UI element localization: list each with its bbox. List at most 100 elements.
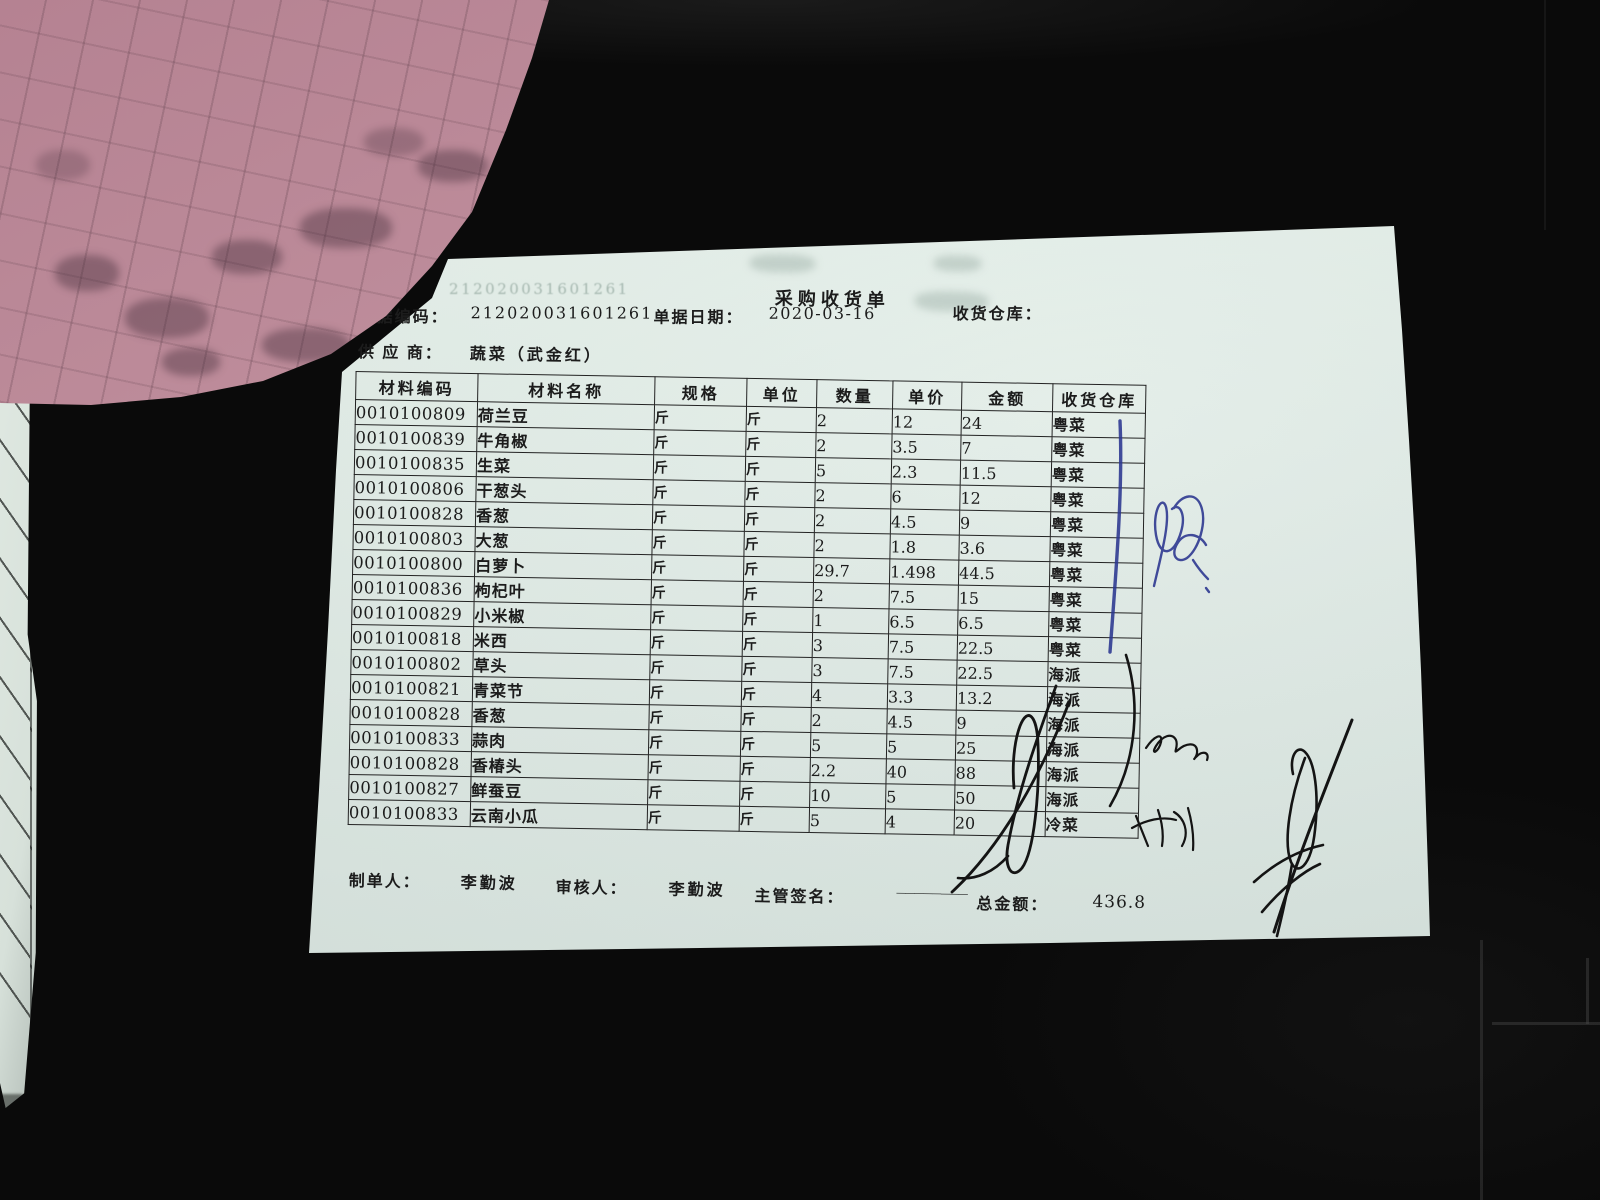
column-header-quantity: 数量: [816, 379, 893, 409]
cell-material-code: 0010100827: [348, 774, 472, 802]
cell-spec: 斤: [651, 579, 744, 607]
cell-material-name: 枸杞叶: [474, 576, 652, 605]
cell-amount: 12: [959, 485, 1052, 512]
cell-warehouse: 粤菜: [1051, 461, 1145, 489]
cell-spec: 斤: [647, 779, 740, 807]
cell-quantity: 2: [810, 707, 888, 734]
cell-spec: 斤: [651, 529, 745, 557]
cell-material-code: 0010100828: [349, 699, 473, 727]
cell-material-name: 小米椒: [473, 601, 652, 630]
cell-quantity: 2: [814, 482, 892, 509]
cell-amount: 7: [960, 435, 1053, 462]
cell-warehouse: 粤菜: [1048, 586, 1143, 614]
cell-warehouse: 粤菜: [1049, 536, 1144, 564]
cell-warehouse: 粤菜: [1052, 411, 1146, 439]
cell-quantity: 2: [813, 532, 891, 559]
cell-spec: 斤: [653, 429, 747, 457]
cell-unit-price: 2.3: [891, 458, 961, 486]
column-header-warehouse: 收货仓库: [1052, 383, 1146, 414]
ink-bleed-mark: [749, 253, 816, 274]
cell-amount: 25: [955, 735, 1047, 762]
auditor-label: 审核人：: [555, 879, 628, 898]
doc-code-value: 212020031601261: [470, 303, 654, 323]
cell-material-name: 青菜节: [472, 676, 650, 705]
cell-material-name: 荷兰豆: [477, 401, 655, 430]
footer-line: 制单人： 李勤波 审核人： 李勤波 主管签名： ________ 总金额： 43…: [349, 867, 1389, 914]
total-label: 总金额：: [976, 895, 1049, 915]
cell-unit-price: 5: [886, 733, 956, 761]
cell-quantity: 2: [813, 582, 890, 609]
cell-material-name: 米西: [473, 626, 651, 655]
cell-spec: 斤: [648, 729, 741, 757]
cell-material-code: 0010100800: [352, 549, 475, 577]
cell-unit-price: 3.5: [891, 433, 962, 461]
receipt-print-layer: 212020031601261 采购收货单 单据编码： 212020031601…: [285, 232, 1438, 994]
doc-date-label: 单据日期：: [653, 309, 744, 327]
cell-quantity: 2.2: [809, 757, 887, 784]
cell-quantity: 29.7: [813, 557, 890, 584]
cell-unit-price: 7.5: [888, 633, 958, 661]
cell-material-code: 0010100836: [352, 574, 475, 602]
cell-material-name: 蒜肉: [471, 726, 649, 755]
ghost-serial-print: 212020031601261: [449, 280, 630, 299]
pink-bleed-mark: [125, 298, 209, 338]
pink-bleed-mark: [516, 118, 549, 144]
cell-amount: 22.5: [956, 660, 1049, 687]
cell-quantity: 4: [811, 682, 888, 709]
cell-warehouse: 海派: [1046, 711, 1141, 739]
cell-material-code: 0010100839: [354, 424, 478, 452]
cell-spec: 斤: [647, 804, 740, 832]
cell-amount: 3.6: [958, 535, 1051, 562]
column-header-material-name: 材料名称: [477, 373, 656, 405]
cell-amount: 50: [954, 785, 1046, 812]
background-seam: [1586, 958, 1589, 1024]
cell-unit-price: 4.5: [886, 708, 957, 736]
cell-warehouse: 海派: [1047, 686, 1141, 714]
cell-unit-price: 12: [892, 408, 962, 436]
cell-material-code: 0010100821: [350, 674, 473, 702]
cell-warehouse: 海派: [1045, 761, 1140, 789]
cell-spec: 斤: [651, 554, 744, 582]
background-seam: [1480, 940, 1483, 1200]
cell-material-code: 0010100802: [350, 649, 474, 677]
pink-bleed-mark: [418, 150, 488, 182]
cell-material-code: 0010100829: [351, 599, 475, 627]
cell-unit: 斤: [742, 606, 814, 633]
cell-amount: 88: [954, 760, 1047, 787]
cell-unit: 斤: [739, 781, 810, 808]
cell-amount: 20: [954, 810, 1046, 837]
cell-spec: 斤: [652, 479, 746, 507]
cell-quantity: 2: [816, 407, 893, 434]
cell-spec: 斤: [648, 704, 742, 732]
column-header-spec: 规格: [654, 376, 748, 407]
cell-unit-price: 5: [885, 783, 955, 811]
left-paper-small-print: [0, 1094, 24, 1108]
cell-warehouse: 冷菜: [1045, 811, 1139, 839]
background-seam: [1544, 0, 1546, 230]
cell-amount: 13.2: [956, 685, 1048, 712]
left-paper-row-lines: [0, 386, 32, 1026]
column-header-material-code: 材料编码: [355, 371, 479, 402]
cell-material-name: 香椿头: [471, 751, 649, 780]
cell-quantity: 5: [809, 807, 886, 834]
pink-bleed-mark: [162, 348, 220, 376]
header-line-2: 供 应 商： 蔬菜（武金红）: [358, 338, 1378, 378]
cell-quantity: 5: [810, 732, 887, 759]
items-table: 材料编码 材料名称 规格 单位 数量 单价 金额 收货仓库 0010100809 荷兰豆斤斤 2 1…: [348, 371, 1147, 839]
cell-unit: 斤: [741, 681, 812, 708]
supplier-label: 供 应 商：: [357, 344, 443, 363]
auditor-value: 李勤波: [668, 881, 726, 900]
cell-spec: 斤: [650, 604, 744, 632]
cell-material-name: 草头: [472, 651, 651, 680]
cell-unit: 斤: [740, 731, 811, 758]
cell-spec: 斤: [653, 454, 746, 482]
cell-unit: 斤: [744, 506, 815, 533]
cell-spec: 斤: [650, 629, 743, 657]
pink-bleed-mark: [300, 208, 392, 248]
doc-warehouse-label: 收货仓库：: [952, 306, 1043, 324]
cell-quantity: 3: [811, 657, 889, 684]
cell-material-code: 0010100806: [353, 474, 477, 502]
cell-material-name: 香葱: [471, 701, 650, 730]
maker-value: 李勤波: [460, 874, 518, 893]
cell-unit-price: 4.5: [890, 508, 960, 536]
